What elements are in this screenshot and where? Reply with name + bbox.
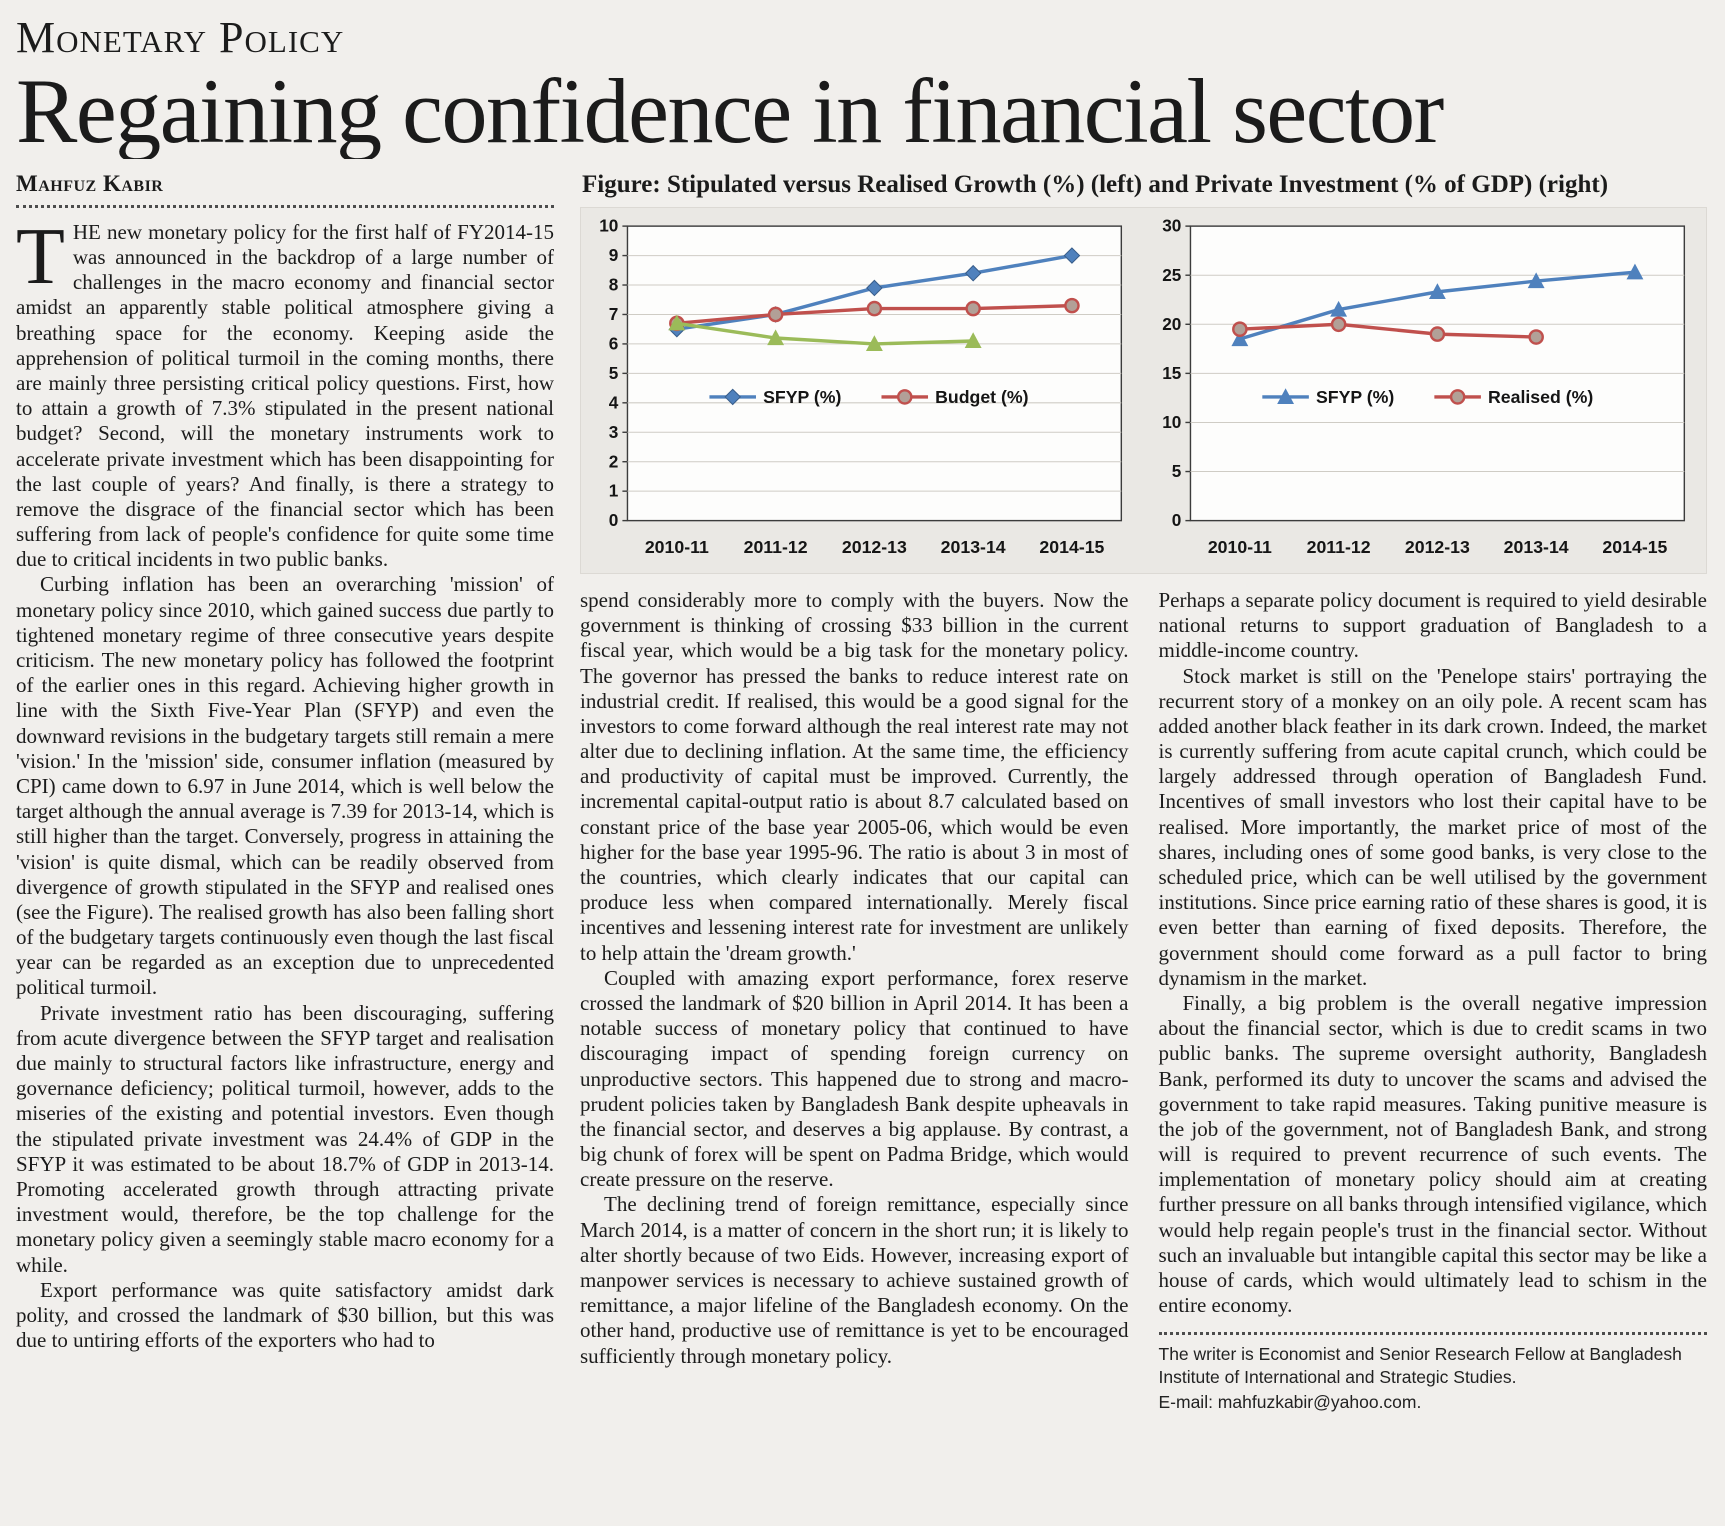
text-columns: spend considerably more to comply with t… [580, 588, 1707, 1414]
legend-item: Realised (%) [1433, 387, 1593, 407]
x-tick-label: 2012-13 [842, 537, 907, 557]
y-tick-label: 30 [1162, 216, 1181, 236]
column-right: Perhaps a separate policy document is re… [1158, 587, 1708, 1414]
series-realised [1231, 316, 1544, 345]
legend-item: Budget (%) [881, 387, 1029, 407]
drop-cap: T [16, 212, 65, 301]
article-title: Regaining confidence in financial sector [16, 65, 1444, 159]
private-investment-chart: 0 5 10 15 20 25 30 2010-11 2011-12 2012-13 2013-14… [1162, 216, 1685, 557]
legend-label: SFYP (%) [1315, 387, 1393, 407]
paragraph-text: HE new monetary policy for the first hal… [16, 219, 554, 572]
legend-label: Realised (%) [1487, 387, 1592, 407]
byline: Mahfuz Kabir [16, 170, 164, 196]
article-paragraph: Stock market is still on the 'Penelope s… [1158, 663, 1708, 990]
x-tick-label: 2012-13 [1404, 537, 1469, 557]
y-tick-label: 1 [609, 481, 619, 501]
series-sfyp [1230, 263, 1643, 346]
y-tick-label: 2 [609, 451, 619, 471]
y-tick-label: 9 [609, 245, 619, 265]
series-realised [668, 314, 982, 351]
article-paragraph: Curbing inflation has been an overarchin… [16, 572, 554, 1000]
column-left: Mahfuz Kabir T HE new monetary policy for… [16, 169, 554, 1414]
legend-label: Budget (%) [935, 387, 1029, 407]
legend-item: SFYP (%) [1261, 387, 1394, 407]
x-tick-label: 2013-14 [1503, 537, 1568, 557]
x-tick-label: 2014-15 [1602, 537, 1667, 557]
y-tick-label: 0 [1171, 510, 1181, 530]
section-kicker: Monetary Policy [16, 13, 345, 62]
growth-chart: 0 1 2 3 4 5 6 7 8 9 10 2010-11 2011-12 2012-13 2013-14… [599, 216, 1123, 557]
x-tick-label: 2011-12 [744, 537, 808, 557]
y-tick-label: 20 [1162, 314, 1181, 334]
article-paragraph: Coupled with amazing export performance,… [580, 965, 1129, 1192]
column-middle: spend considerably more to comply with t… [580, 588, 1129, 1414]
y-tick-label: 3 [609, 422, 619, 442]
author-email: E-mail: mahfuzkabir@yahoo.com. [1158, 1391, 1422, 1412]
y-tick-label: 8 [609, 274, 619, 294]
chart-root: 0 1 2 3 4 5 6 7 8 9 10 2010-11 2011-12 2012-13 2013-14… [599, 216, 1123, 557]
figure-caption-text: Stipulated versus Realised Growth (%) (l… [660, 170, 1609, 198]
y-tick-label: 7 [609, 304, 619, 324]
y-tick-label: 25 [1162, 265, 1182, 285]
y-tick-label: 6 [609, 333, 619, 353]
figure-caption-label: Figure: [582, 170, 661, 198]
article-paragraph: Perhaps a separate policy document is re… [1158, 587, 1708, 663]
x-tick-label: 2010-11 [645, 537, 709, 557]
y-tick-label: 4 [609, 392, 619, 412]
figure: Figure: Stipulated versus Realised Growt… [580, 171, 1707, 574]
article-paragraph: spend considerably more to comply with t… [580, 587, 1129, 965]
figure-caption: Figure: Stipulated versus Realised Growt… [582, 171, 1707, 199]
article-paragraph: Private investment ratio has been discou… [16, 1000, 554, 1277]
right-area: Figure: Stipulated versus Realised Growt… [580, 169, 1707, 1414]
y-tick-label: 5 [1171, 461, 1181, 481]
x-tick-label: 2013-14 [941, 537, 1006, 557]
newspaper-page: Monetary Policy Regaining confidence in … [16, 13, 1707, 1414]
y-tick-label: 5 [609, 363, 619, 383]
article-paragraph: Finally, a big problem is the overall ne… [1158, 990, 1708, 1318]
dotted-divider [1158, 1332, 1707, 1336]
legend-item: SFYP (%) [709, 387, 842, 407]
writer-note: The writer is Economist and Senior Resea… [1159, 1343, 1708, 1413]
y-tick-label: 10 [1162, 412, 1181, 432]
dotted-divider [16, 204, 554, 208]
y-tick-label: 10 [599, 216, 618, 236]
y-tick-label: 0 [609, 510, 619, 530]
x-tick-label: 2014-15 [1039, 537, 1104, 557]
x-tick-label: 2011-12 [1306, 537, 1370, 557]
article-content: Mahfuz Kabir T HE new monetary policy for… [16, 169, 1707, 1414]
article-paragraph: T HE new monetary policy for the first ha… [16, 212, 554, 573]
writer-bio: The writer is Economist and Senior Resea… [1158, 1344, 1682, 1388]
article-paragraph: The declining trend of foreign remittanc… [580, 1192, 1129, 1368]
charts-panel: 0 1 2 3 4 5 6 7 8 9 10 2010-11 2011-12 2012-13 2013-14… [580, 206, 1707, 574]
chart-root: 0 5 10 15 20 25 30 2010-11 2011-12 2012-13 2013-14… [1162, 216, 1685, 557]
y-tick-label: 15 [1162, 363, 1182, 383]
x-tick-label: 2010-11 [1207, 537, 1271, 557]
legend-label: SFYP (%) [763, 387, 841, 407]
article-paragraph: Export performance was quite satisfactor… [16, 1277, 554, 1353]
